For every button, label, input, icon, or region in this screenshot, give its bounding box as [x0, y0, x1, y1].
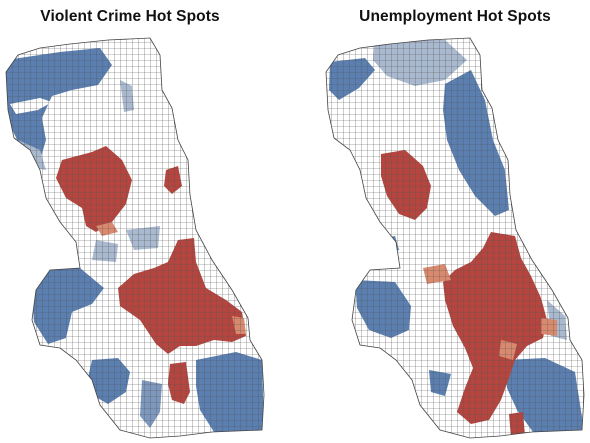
- violent-crime-hotspot-map: [5, 37, 265, 439]
- unemployment-map-panel: Unemployment Hot Spots: [295, 0, 590, 443]
- unemployment-map-title: Unemployment Hot Spots: [359, 8, 551, 25]
- violent-crime-map-panel: Violent Crime Hot Spots: [5, 8, 265, 439]
- unemployment-hotspot-map: [325, 37, 585, 439]
- violent-crime-map-title: Violent Crime Hot Spots: [40, 8, 220, 25]
